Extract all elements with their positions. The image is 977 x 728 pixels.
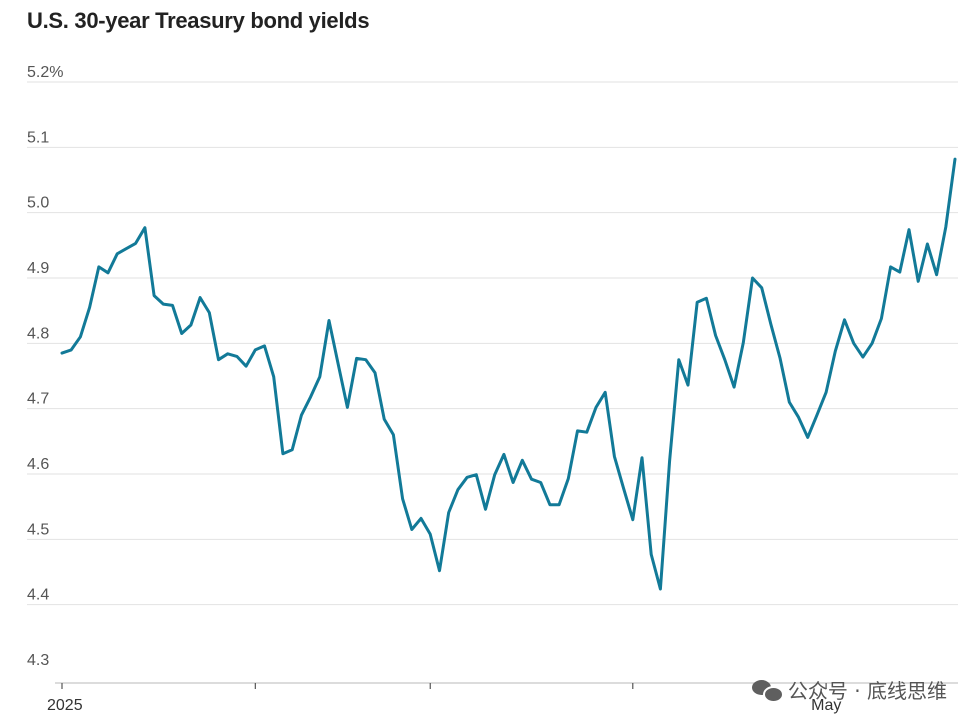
y-tick-label: 4.3 [27,652,49,669]
y-tick-label: 4.8 [27,325,49,342]
y-tick-label: 4.6 [27,456,49,473]
y-tick-label: 4.7 [27,391,49,408]
watermark: 公众号 · 底线思维 [751,675,947,704]
y-tick-label: 4.9 [27,260,49,277]
gridlines [27,81,958,606]
watermark-text: 公众号 · 底线思维 [787,679,947,703]
y-tick-label: 5.2% [27,64,63,81]
chart-title: U.S. 30-year Treasury bond yields [27,8,370,33]
series-layer [60,157,957,591]
y-tick-label: 4.5 [27,521,49,538]
x-tick-label: 2025 [47,697,83,714]
x-tick-label: May [811,697,841,714]
y-axis-tick-labels: 4.3 4.4 4.5 4.6 4.7 4.8 4.9 5.0 5.1 5.2% [27,64,63,669]
x-axis-ticks: 2025 May [47,683,841,714]
y-tick-label: 4.4 [27,587,49,604]
yield-series-line [60,157,957,591]
y-tick-label: 5.1 [27,129,49,146]
wechat-icon [751,678,784,703]
y-tick-label: 5.0 [27,195,49,212]
